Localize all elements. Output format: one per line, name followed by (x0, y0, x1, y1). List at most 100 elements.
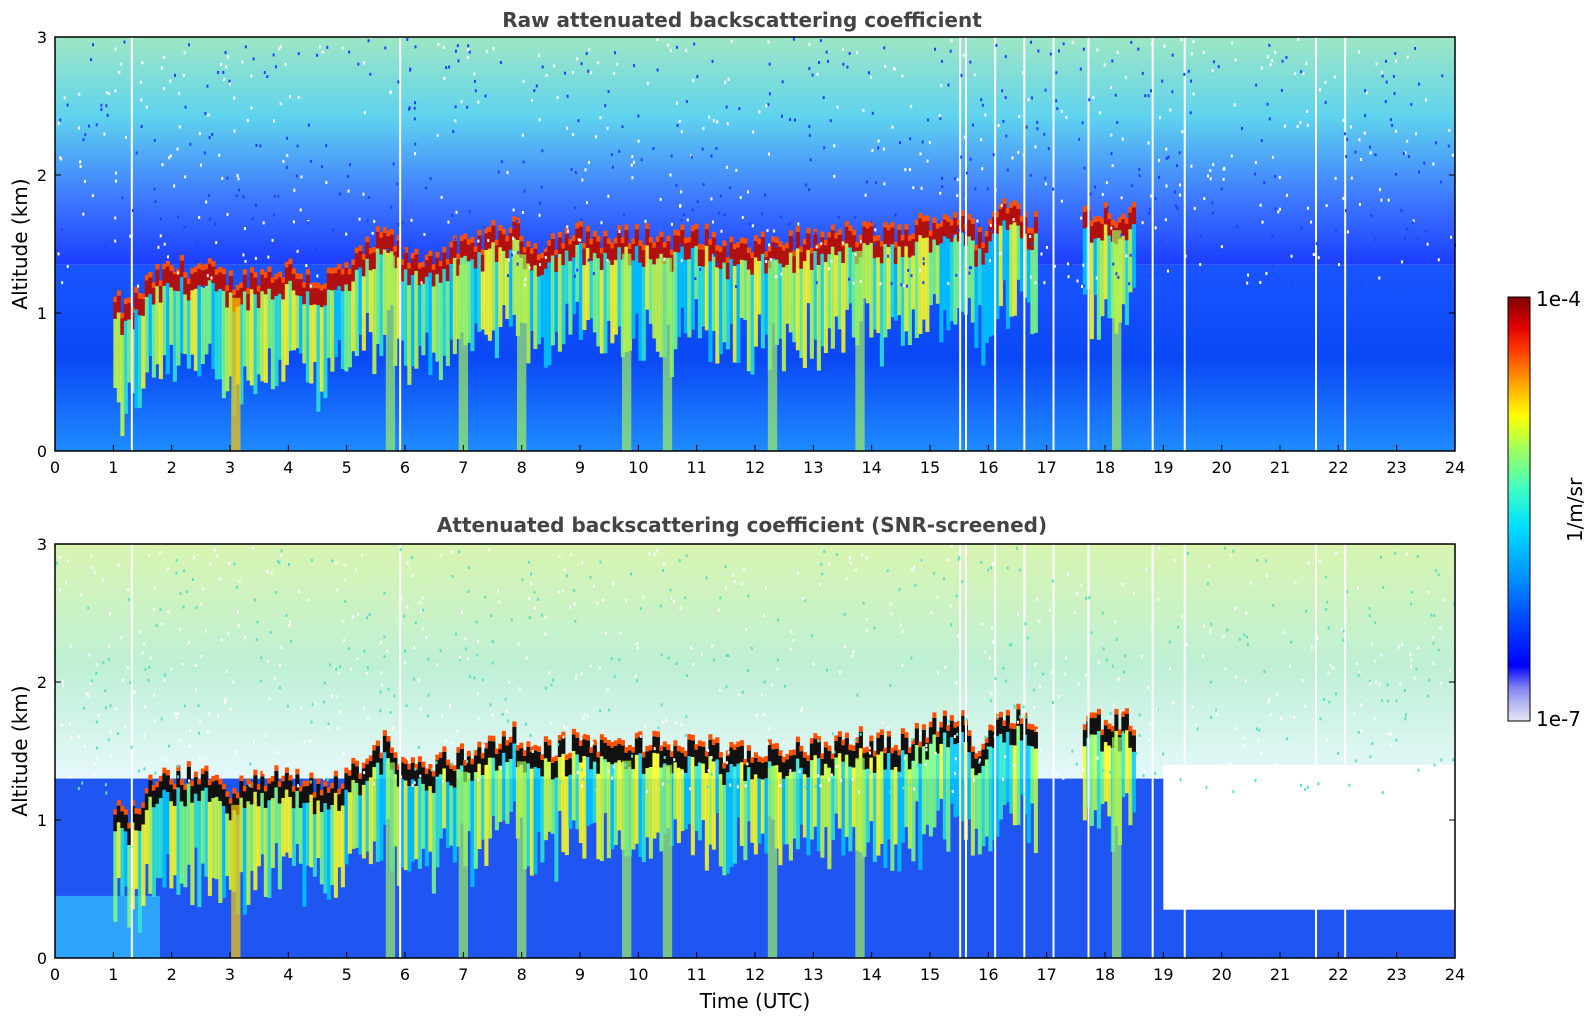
boundary-layer-column (1002, 742, 1007, 805)
noise-speckle (1393, 92, 1396, 96)
noise-speckle (173, 73, 176, 77)
noise-speckle (1355, 759, 1358, 763)
cloud-edge-echo (816, 242, 821, 249)
boundary-layer-column (172, 805, 177, 876)
cloud-top-echo (459, 748, 464, 766)
noise-speckle (517, 642, 520, 646)
noise-speckle (460, 100, 463, 104)
cloud-top-echo (316, 783, 321, 801)
boundary-layer-column (851, 251, 856, 338)
cloud-top-echo (914, 225, 919, 242)
cloud-edge-echo (169, 265, 174, 271)
noise-speckle (477, 717, 480, 721)
cloud-edge-echo (515, 745, 520, 751)
noise-speckle (663, 563, 666, 567)
noise-speckle (1342, 629, 1345, 633)
noise-speckle (747, 668, 750, 672)
noise-speckle (366, 716, 369, 720)
cloud-top-echo (512, 726, 517, 744)
cloud-top-echo (179, 260, 184, 278)
colorbar: 1e-4 1e-7 1/m/sr (1507, 287, 1587, 731)
noise-speckle (1278, 175, 1281, 179)
noise-speckle (366, 666, 369, 670)
noise-speckle (776, 667, 779, 671)
noise-speckle (259, 679, 262, 683)
noise-speckle (400, 775, 403, 779)
noise-speckle (392, 162, 395, 166)
noise-speckle (123, 40, 126, 44)
boundary-layer-column (207, 280, 212, 344)
cloud-edge-echo (417, 756, 422, 762)
cloud-top-echo (722, 245, 727, 263)
noise-speckle (1148, 211, 1151, 215)
cloud-edge-echo (379, 752, 384, 759)
boundary-layer-column (701, 763, 706, 821)
noise-speckle (1090, 631, 1093, 635)
cloud-top-echo (918, 218, 923, 236)
noise-speckle (1345, 590, 1348, 594)
cloud-edge-echo (410, 252, 415, 259)
noise-speckle (153, 138, 156, 142)
cloud-edge-echo (830, 224, 835, 231)
cloud-top-echo (431, 269, 436, 287)
cloud-top-echo (781, 250, 786, 268)
cloud-top-echo (386, 741, 391, 759)
noise-speckle (1044, 176, 1047, 180)
cloud-edge-echo (249, 782, 254, 788)
boundary-layer-column (274, 295, 279, 387)
boundary-layer-column (428, 786, 433, 852)
cloud-edge-echo (806, 227, 811, 234)
noise-speckle (176, 764, 179, 768)
noise-speckle (797, 222, 800, 226)
boundary-layer-column (284, 789, 289, 853)
noise-speckle (1296, 125, 1299, 129)
y-tick-label: 3 (37, 535, 47, 554)
noise-speckle (1200, 234, 1203, 238)
cloud-edge-echo (795, 226, 800, 232)
noise-speckle (1044, 88, 1047, 92)
cloud-top-echo (1093, 718, 1098, 735)
noise-speckle (1125, 254, 1128, 258)
noise-speckle (139, 80, 142, 84)
noise-speckle (741, 215, 744, 219)
noise-speckle (1111, 664, 1114, 668)
cloud-top-echo (543, 252, 548, 269)
noise-speckle (577, 119, 580, 123)
cloud-top-echo (792, 755, 797, 772)
noise-speckle (636, 641, 639, 645)
cloud-top-echo (375, 746, 380, 763)
noise-speckle (419, 707, 422, 711)
noise-speckle (419, 609, 422, 613)
boundary-layer-column (1026, 249, 1031, 303)
cloud-edge-echo (666, 744, 671, 750)
cloud-top-echo (809, 743, 814, 761)
noise-speckle (725, 653, 728, 657)
boundary-layer-column (134, 830, 139, 890)
cloud-top-echo (480, 758, 485, 775)
noise-speckle (528, 266, 531, 270)
noise-speckle (1123, 670, 1126, 674)
boundary-layer-column (1131, 224, 1136, 288)
noise-speckle (1337, 751, 1340, 755)
x-tick-label: 7 (458, 965, 468, 984)
noise-speckle (746, 762, 749, 766)
cloud-edge-echo (641, 751, 646, 758)
x-tick-label: 12 (745, 965, 765, 984)
cloud-edge-echo (620, 740, 625, 746)
cloud-edge-echo (995, 211, 1000, 218)
boundary-layer-column (879, 263, 884, 367)
cloud-edge-echo (792, 749, 797, 756)
noise-speckle (1290, 254, 1293, 258)
cloud-edge-echo (711, 231, 716, 238)
boundary-layer-column (687, 259, 692, 338)
noise-speckle (775, 244, 778, 248)
noise-speckle (606, 736, 609, 740)
x-tick-label: 7 (458, 458, 468, 477)
boundary-layer-column (494, 261, 499, 359)
cloud-edge-echo (823, 741, 828, 748)
noise-speckle (193, 555, 196, 559)
boundary-layer-column (309, 305, 314, 384)
noise-speckle (81, 781, 84, 785)
boundary-layer-column (564, 250, 569, 304)
noise-speckle (422, 627, 425, 631)
